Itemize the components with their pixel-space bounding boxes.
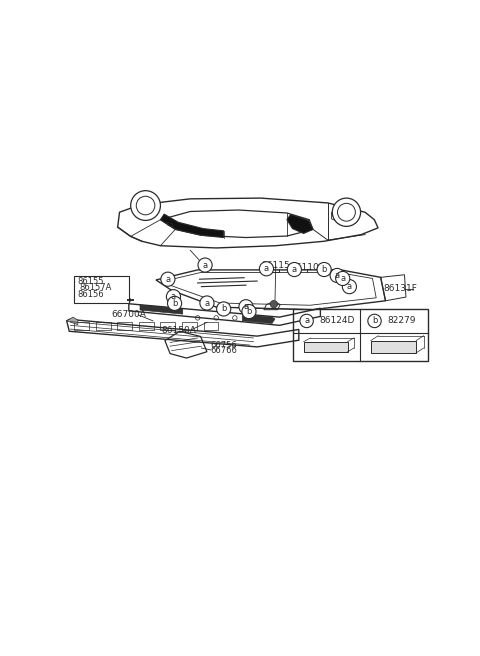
Circle shape [330,268,344,283]
Text: a: a [335,271,340,280]
Circle shape [198,258,212,272]
Text: 86155: 86155 [78,277,104,285]
Circle shape [336,272,350,285]
Circle shape [200,296,214,310]
Text: a: a [243,302,249,311]
Text: b: b [372,316,377,325]
Circle shape [216,302,231,316]
Text: 66766: 66766 [211,346,238,356]
Circle shape [368,314,381,327]
Bar [160,321,175,330]
Circle shape [259,262,274,276]
Bar [74,321,89,330]
Bar [182,321,197,330]
Polygon shape [287,215,313,234]
Circle shape [337,203,355,221]
Text: 66756: 66756 [211,341,238,350]
Circle shape [161,272,175,286]
Circle shape [342,279,357,294]
Bar [204,321,218,330]
Circle shape [167,289,180,304]
Text: a: a [304,316,309,325]
Text: a: a [204,298,209,308]
Circle shape [270,300,277,308]
Circle shape [168,297,181,310]
Text: a: a [264,264,269,274]
Text: a: a [347,282,352,291]
Polygon shape [242,314,275,323]
Text: b: b [246,307,252,316]
Text: 86157A: 86157A [79,283,112,293]
Polygon shape [371,340,416,353]
Polygon shape [160,214,224,237]
Text: b: b [322,265,327,274]
Text: a: a [340,274,345,283]
Bar [117,321,132,330]
Text: 66700A: 66700A [111,310,146,319]
Circle shape [300,314,313,327]
Circle shape [317,262,331,277]
Polygon shape [140,305,183,314]
Text: b: b [172,299,177,308]
Circle shape [332,198,360,226]
Text: a: a [171,292,176,301]
Text: a: a [165,275,170,283]
Text: a: a [292,265,297,274]
Circle shape [288,262,301,277]
Text: 86150A: 86150A [162,325,196,335]
Text: 86131F: 86131F [383,284,417,293]
Bar [292,309,428,361]
Bar [74,276,129,302]
Text: 82279: 82279 [387,316,416,325]
Circle shape [242,304,256,319]
Polygon shape [304,342,348,352]
Circle shape [214,316,218,320]
Text: 86110A: 86110A [290,263,325,272]
Bar [139,321,154,330]
Text: 86115: 86115 [262,260,290,270]
Circle shape [136,196,155,215]
Circle shape [233,316,237,320]
Text: a: a [203,260,208,270]
Text: b: b [221,304,227,314]
Circle shape [131,191,160,220]
Text: 86156: 86156 [78,289,105,298]
Circle shape [195,316,200,320]
Circle shape [239,300,253,314]
Polygon shape [67,317,78,325]
Bar [96,321,110,330]
Text: 86124D: 86124D [319,316,355,325]
